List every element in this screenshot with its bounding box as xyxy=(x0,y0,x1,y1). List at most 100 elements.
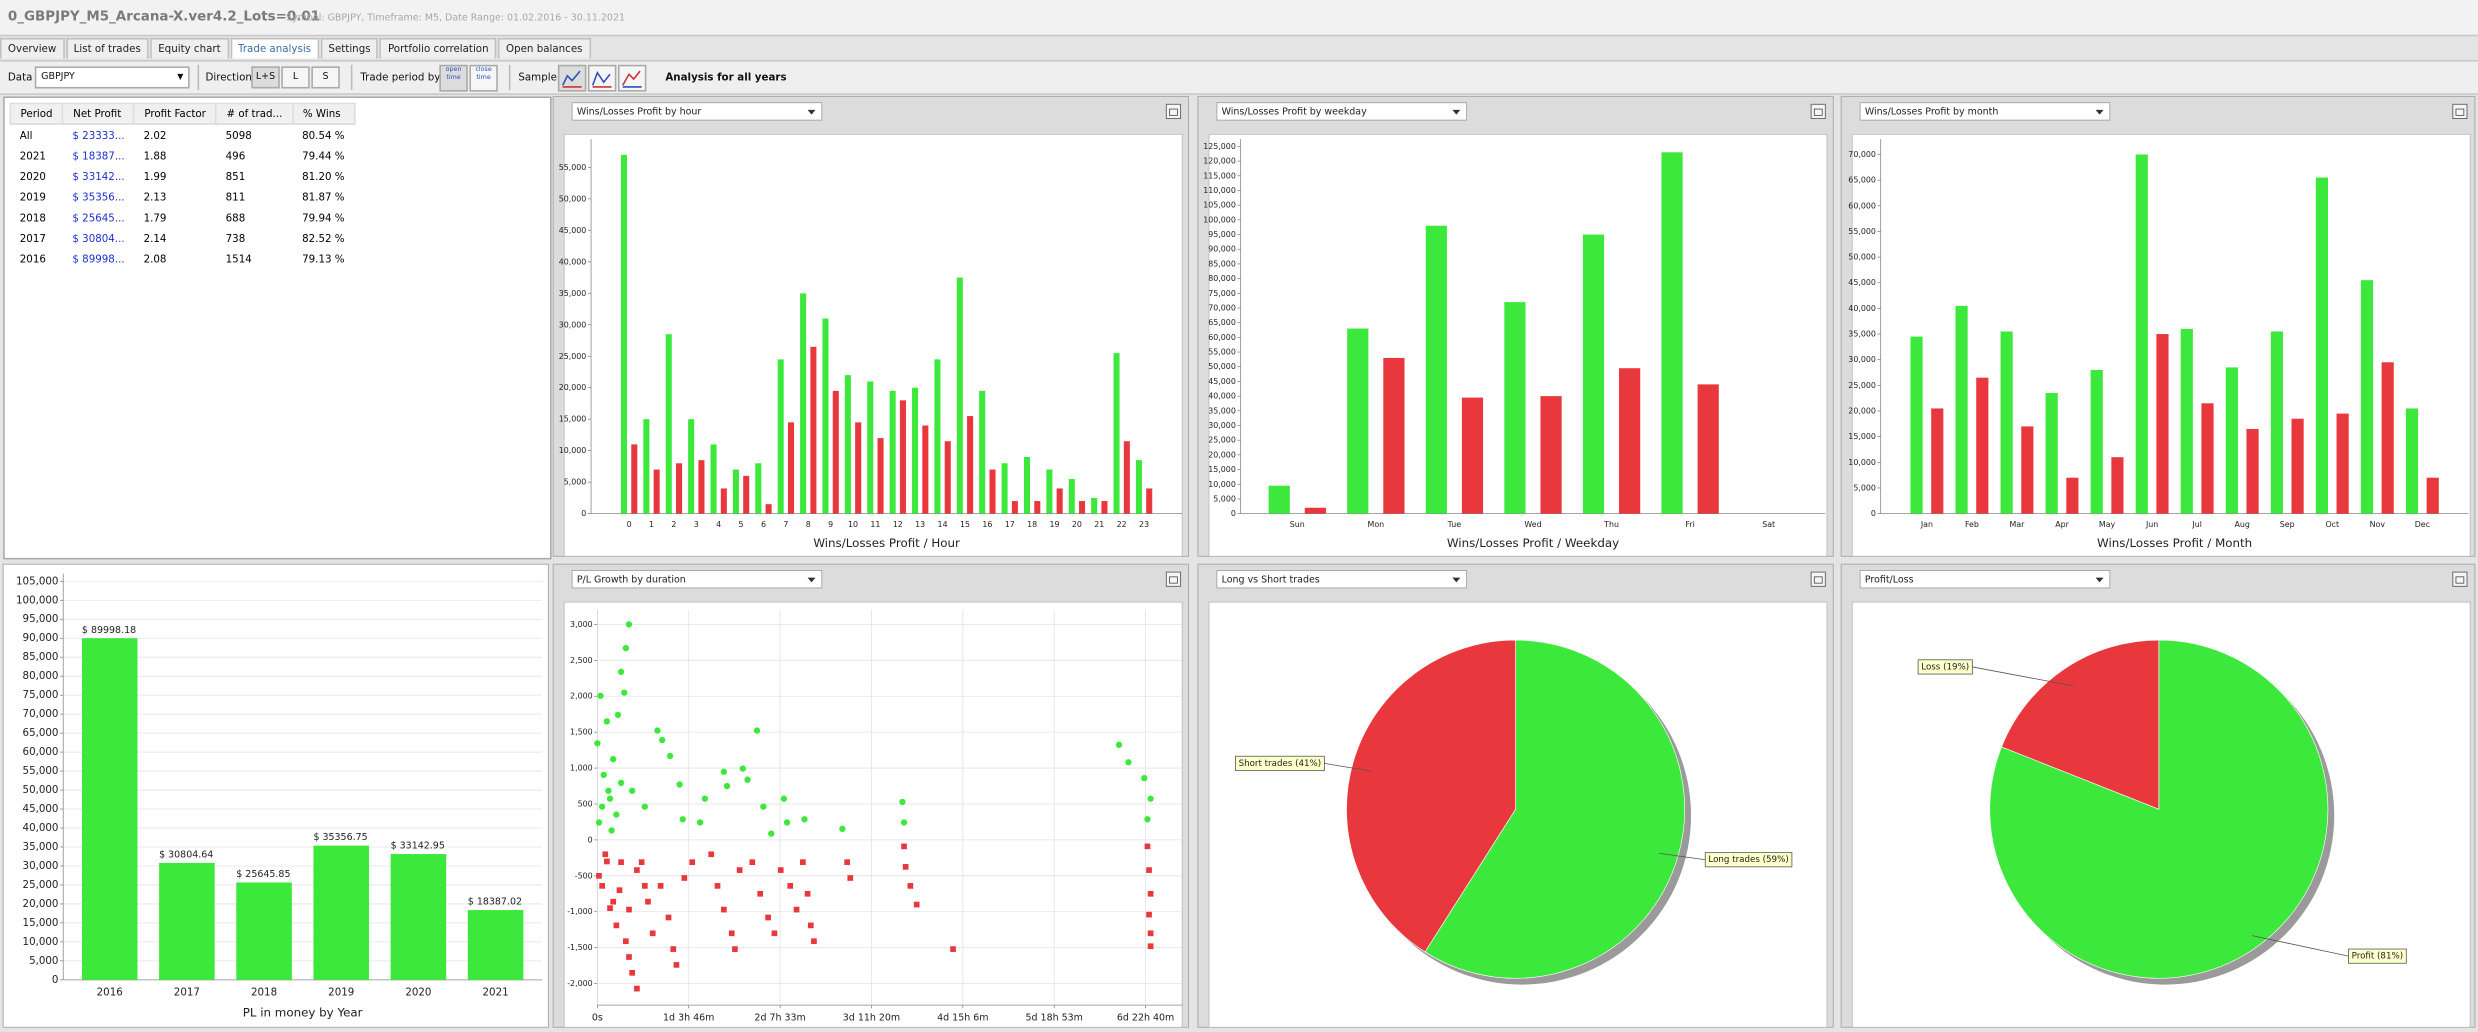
maximize-icon xyxy=(2455,108,2465,116)
maximize-button[interactable] xyxy=(1165,571,1182,587)
bar xyxy=(2156,334,2169,514)
y-tick-label: -1,000 xyxy=(567,907,592,916)
y-tick-label: 5,000 xyxy=(1213,494,1236,503)
close-time-button[interactable]: close time xyxy=(469,64,498,92)
table-row[interactable]: All $ 23333... 2.02 5098 80.54 % xyxy=(10,124,354,145)
table-row[interactable]: 2018 $ 25645... 1.79 688 79.94 % xyxy=(10,208,354,229)
x-tick-label: 2d 7h 33m xyxy=(754,1012,805,1023)
scatter-point xyxy=(801,816,808,823)
view-select[interactable] xyxy=(1216,570,1468,589)
y-tick-label: 50,000 xyxy=(23,784,59,796)
table-cell: 2.02 xyxy=(143,128,167,142)
bar xyxy=(732,469,739,514)
bar xyxy=(1504,302,1526,514)
bar xyxy=(2201,403,2214,514)
bar xyxy=(832,390,839,514)
scatter-point xyxy=(732,946,738,952)
scatter-point xyxy=(844,859,850,866)
bar xyxy=(2000,331,2013,514)
maximize-button[interactable] xyxy=(1165,103,1182,120)
table-row[interactable]: 2021 $ 18387... 1.88 496 79.44 % xyxy=(10,146,354,167)
scatter-point xyxy=(771,930,778,937)
direction-button[interactable]: L+S xyxy=(251,66,280,89)
pie-label-leader xyxy=(1972,666,2074,687)
x-tick-label: 20 xyxy=(1072,520,1082,529)
tab[interactable]: Open balances xyxy=(498,37,591,59)
scatter-point xyxy=(654,727,661,734)
scatter-point xyxy=(1147,795,1154,802)
tab[interactable]: Equity chart xyxy=(150,37,229,59)
bar xyxy=(1268,485,1290,514)
tab[interactable]: Trade analysis xyxy=(230,37,319,59)
scatter-point xyxy=(839,825,846,833)
bar xyxy=(2360,280,2374,514)
bar xyxy=(2225,367,2238,514)
table-row[interactable]: 2019 $ 35356... 2.13 811 81.87 % xyxy=(10,187,354,208)
table-row[interactable]: 2017 $ 30804... 2.14 738 82.52 % xyxy=(10,228,354,249)
scatter-point xyxy=(696,819,704,826)
maximize-button[interactable] xyxy=(1810,571,1826,587)
view-select[interactable] xyxy=(571,570,823,589)
maximize-button[interactable] xyxy=(2452,571,2468,587)
x-tick-label: 15 xyxy=(960,520,970,529)
tab[interactable]: List of trades xyxy=(65,37,149,59)
table-row[interactable]: 2020 $ 33142... 1.99 851 81.20 % xyxy=(10,166,354,187)
table-cell: $ 25645... xyxy=(72,211,125,225)
scatter-point xyxy=(610,755,617,763)
view-select[interactable] xyxy=(571,102,823,121)
table-row[interactable]: 2016 $ 89998... 2.08 1514 79.13 % xyxy=(10,249,354,270)
table-cell: 81.87 % xyxy=(302,190,345,204)
scatter-point xyxy=(811,938,817,945)
table-cell: 81.20 % xyxy=(302,170,345,183)
bar xyxy=(1425,225,1447,514)
column-header[interactable]: # of trad... xyxy=(215,102,294,125)
scatter-point xyxy=(613,811,620,818)
bar xyxy=(467,910,524,980)
column-header[interactable]: Period xyxy=(9,102,64,125)
y-tick-label: 0 xyxy=(588,835,593,844)
sample-button[interactable] xyxy=(617,64,647,92)
x-tick-label: 0 xyxy=(627,520,632,529)
bar xyxy=(1068,479,1075,514)
x-tick-label: 19 xyxy=(1049,520,1059,529)
sample-button[interactable] xyxy=(557,64,587,92)
y-tick-label: 20,000 xyxy=(23,898,59,910)
y-tick-label: 95,000 xyxy=(23,613,59,625)
table-cell: All xyxy=(19,128,33,142)
open-time-button[interactable]: open time xyxy=(439,64,468,92)
bar xyxy=(1955,305,1968,514)
data-select[interactable]: GBPJPY ▼ xyxy=(34,66,190,89)
column-header[interactable]: Net Profit xyxy=(62,102,135,125)
table-cell: 1.79 xyxy=(143,211,167,225)
x-tick-label: 9 xyxy=(828,520,833,529)
y-tick-label: 0 xyxy=(52,974,59,986)
x-tick-label: 3d 11h 20m xyxy=(843,1012,900,1023)
bar xyxy=(1046,469,1053,514)
tab[interactable]: Overview xyxy=(0,37,65,59)
y-tick-label: 60,000 xyxy=(1848,201,1876,210)
direction-button[interactable]: S xyxy=(311,66,340,89)
column-header[interactable]: Profit Factor xyxy=(133,102,217,125)
x-axis-title: PL in money by Year xyxy=(243,1006,363,1020)
x-tick-label: Jun xyxy=(2145,520,2158,529)
bar xyxy=(765,504,772,514)
x-tick-label: Apr xyxy=(2055,520,2069,529)
view-select[interactable] xyxy=(1859,570,2111,589)
bar xyxy=(1056,488,1063,514)
scatter-point xyxy=(800,859,806,866)
tab[interactable]: Settings xyxy=(320,37,379,59)
maximize-button[interactable] xyxy=(2452,103,2468,120)
column-header[interactable]: % Wins xyxy=(291,102,355,125)
sample-button[interactable] xyxy=(587,64,617,92)
view-select[interactable] xyxy=(1859,102,2111,121)
y-tick-label: 40,000 xyxy=(559,257,587,266)
direction-button[interactable]: L xyxy=(281,66,310,89)
bar xyxy=(390,854,447,980)
view-select[interactable] xyxy=(1216,102,1468,121)
bar xyxy=(2090,369,2103,514)
y-tick-label: 20,000 xyxy=(559,383,587,392)
view-select-text: Wins/Losses Profit by weekday xyxy=(1222,107,1367,118)
tab[interactable]: Portfolio correlation xyxy=(380,37,497,59)
maximize-button[interactable] xyxy=(1810,103,1826,120)
x-tick-label: Jan xyxy=(1920,520,1933,529)
